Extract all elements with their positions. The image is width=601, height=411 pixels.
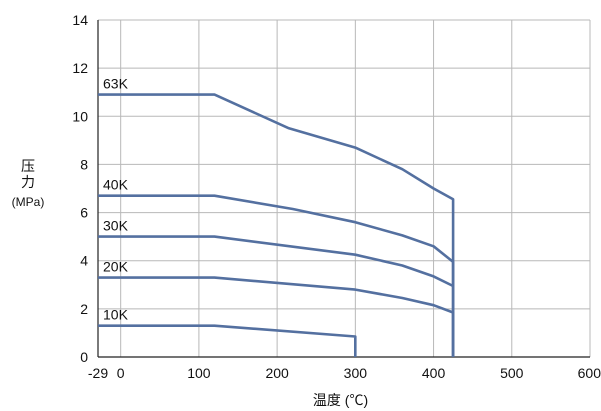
y-tick-label-10: 10 <box>72 108 88 124</box>
series-line-40K <box>98 194 455 357</box>
x-tick-label-0: 0 <box>117 365 125 381</box>
y-axis-label-line-2: 力 <box>21 174 35 190</box>
series-label-10K: 10K <box>103 307 129 323</box>
series-line-63K <box>98 93 455 357</box>
y-tick-label-6: 6 <box>80 205 88 221</box>
x-axis-label: 温度 (℃) <box>312 392 369 408</box>
x-tick-label-200: 200 <box>265 365 289 381</box>
y-tick-label-8: 8 <box>80 156 88 172</box>
series-line-30K <box>98 235 454 288</box>
series-line-20K <box>98 276 455 357</box>
y-tick-label-12: 12 <box>72 60 88 76</box>
y-tick-label-0: 0 <box>80 349 88 365</box>
x-tick-label-100: 100 <box>187 365 211 381</box>
y-axis-label: 压 力 (MPa) <box>8 158 48 210</box>
y-tick-label-14: 14 <box>72 12 88 28</box>
x-tick-label-400: 400 <box>422 365 446 381</box>
axes <box>97 20 590 358</box>
y-tick-label-2: 2 <box>80 301 88 317</box>
series-label-30K: 30K <box>103 218 129 234</box>
series-lines <box>98 93 455 357</box>
x-tick-label-300: 300 <box>344 365 368 381</box>
x-tick-label-min: -29 <box>88 365 108 381</box>
y-axis-label-line-1: 压 <box>21 158 35 174</box>
series-line-10K <box>98 324 357 357</box>
series-label-40K: 40K <box>103 177 129 193</box>
grid <box>98 19 591 357</box>
x-axis-label-wrap: 温度 (℃) <box>0 390 601 410</box>
y-axis-unit: (MPa) <box>11 195 45 209</box>
series-label-20K: 20K <box>103 259 129 275</box>
x-tick-label-500: 500 <box>500 365 524 381</box>
y-tick-label-4: 4 <box>80 253 88 269</box>
series-labels: 63K 40K 30K 20K 10K <box>103 76 129 323</box>
series-label-63K: 63K <box>103 76 129 92</box>
x-tick-label-600: 600 <box>578 365 601 381</box>
